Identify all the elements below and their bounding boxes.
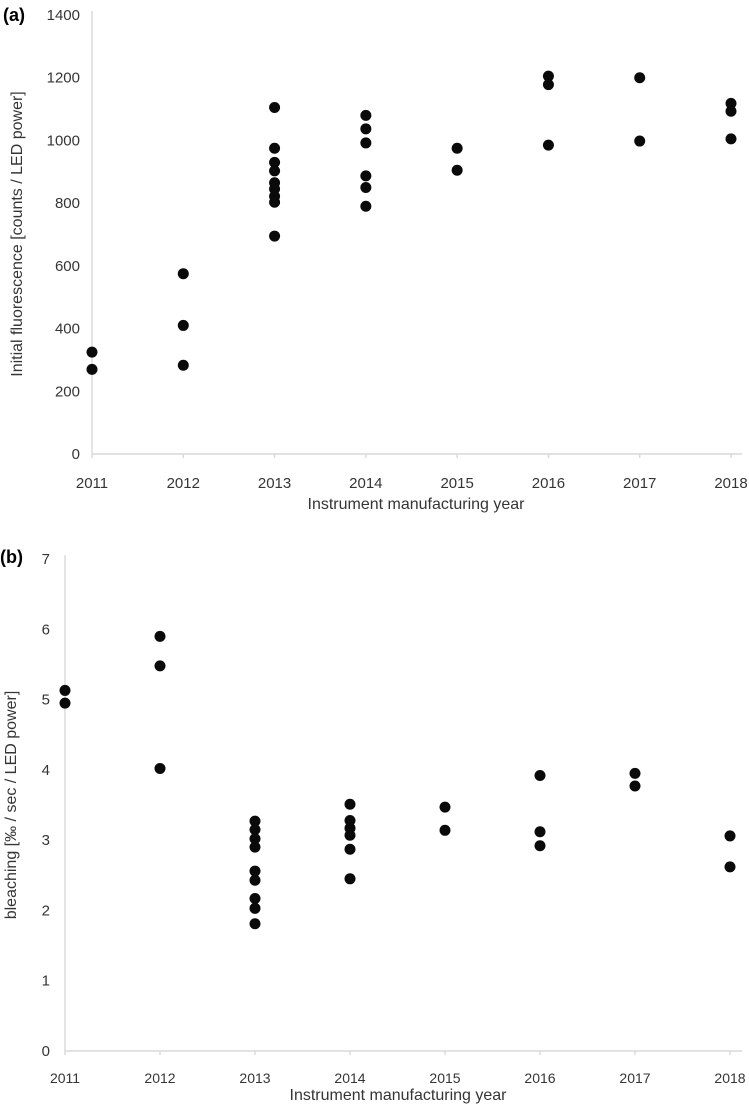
panel-b-label: (b) [0,547,23,567]
x-tick-label: 2017 [623,475,656,492]
y-tick-label: 600 [55,258,80,275]
x-tick-label: 2013 [258,475,291,492]
panel-a-plot-area: 0 200 400 600 800 1000 1200 1400 2011 2012 2013 201… [47,7,748,492]
data-point [344,798,356,810]
x-tick-label: 2011 [76,475,108,492]
y-tick-label: 3 [42,832,50,849]
data-point [154,660,166,672]
x-tick-label: 2014 [334,1070,365,1086]
y-tick-label: 6 [42,621,50,638]
data-point [177,268,189,280]
data-point [249,874,261,886]
data-point [451,164,463,176]
data-point [249,865,261,877]
data-point [629,780,641,792]
data-point [439,801,451,813]
panel-a-scatter-chart: (a) Initial fluorescence [counts / LED p… [3,5,748,513]
data-point [360,181,372,193]
data-point [360,123,372,135]
data-point [724,861,736,873]
data-point [86,363,98,375]
data-point [344,873,356,885]
y-tick-label: 2 [42,902,50,919]
x-tick-label: 2012 [144,1070,175,1086]
data-point [725,133,737,145]
y-tick-label: 1000 [47,132,80,149]
x-tick-label: 2015 [429,1070,460,1086]
x-tick-label: 2018 [714,1070,745,1086]
y-tick-label: 0 [72,446,80,463]
data-point [360,137,372,149]
data-point [249,824,261,836]
data-point [724,830,736,842]
data-point [269,102,281,114]
panel-a-label: (a) [3,5,25,25]
y-tick-label: 0 [42,1043,50,1060]
data-point [542,139,554,151]
data-point [542,70,554,82]
data-point [177,319,189,331]
y-tick-label: 1400 [47,7,80,24]
data-point [725,105,737,117]
data-point [360,200,372,212]
data-point [634,135,646,147]
x-tick-label: 2011 [50,1070,80,1086]
data-point [86,346,98,358]
data-point [360,109,372,121]
data-point [269,142,281,154]
data-point [725,97,737,109]
data-point [534,840,546,852]
x-tick-label: 2017 [619,1070,650,1086]
data-point [249,918,261,930]
x-tick-label: 2016 [524,1070,555,1086]
data-point [344,829,356,841]
panel-b-x-axis-title: Instrument manufacturing year [290,1087,508,1104]
y-tick-label: 200 [55,383,80,400]
panel-a-x-axis-title: Instrument manufacturing year [308,496,526,513]
x-tick-label: 2014 [349,475,382,492]
x-tick-label: 2015 [440,475,473,492]
data-point [249,833,261,845]
data-point [249,841,261,853]
data-point [629,767,641,779]
y-tick-label: 5 [42,692,50,709]
data-point [634,72,646,84]
data-point [542,79,554,91]
data-point [154,630,166,642]
y-tick-label: 400 [55,321,80,338]
data-point [451,142,463,154]
data-point [269,230,281,242]
data-point [534,826,546,838]
panel-b-scatter-chart: (b) bleaching [‰ / sec / LED power] Instru… [0,547,746,1104]
data-point [177,359,189,371]
x-tick-label: 2013 [239,1070,270,1086]
y-tick-label: 1200 [47,70,80,87]
x-tick-label: 2012 [167,475,200,492]
panel-a-y-axis-title: Initial fluorescence [counts / LED power… [9,91,26,376]
y-tick-label: 7 [42,551,50,568]
data-point [269,196,281,208]
y-tick-label: 800 [55,195,80,212]
data-point [534,769,546,781]
panel-b-plot-area: 0 1 2 3 4 5 6 7 2011 2012 2013 2014 2015 2016 2017 2018 [42,551,746,1086]
data-point [154,762,166,774]
data-point [249,892,261,904]
data-point [59,684,71,696]
data-point [344,814,356,826]
y-tick-label: 4 [42,762,50,779]
x-tick-label: 2018 [714,475,747,492]
y-tick-label: 1 [42,973,50,990]
data-point [249,815,261,827]
data-point [360,170,372,182]
data-point [344,843,356,855]
data-point [269,165,281,177]
data-point [59,697,71,709]
panel-b-y-axis-title: bleaching [‰ / sec / LED power] [3,691,20,920]
data-point [249,902,261,914]
data-point [269,156,281,168]
data-point [439,824,451,836]
x-tick-label: 2016 [532,475,565,492]
